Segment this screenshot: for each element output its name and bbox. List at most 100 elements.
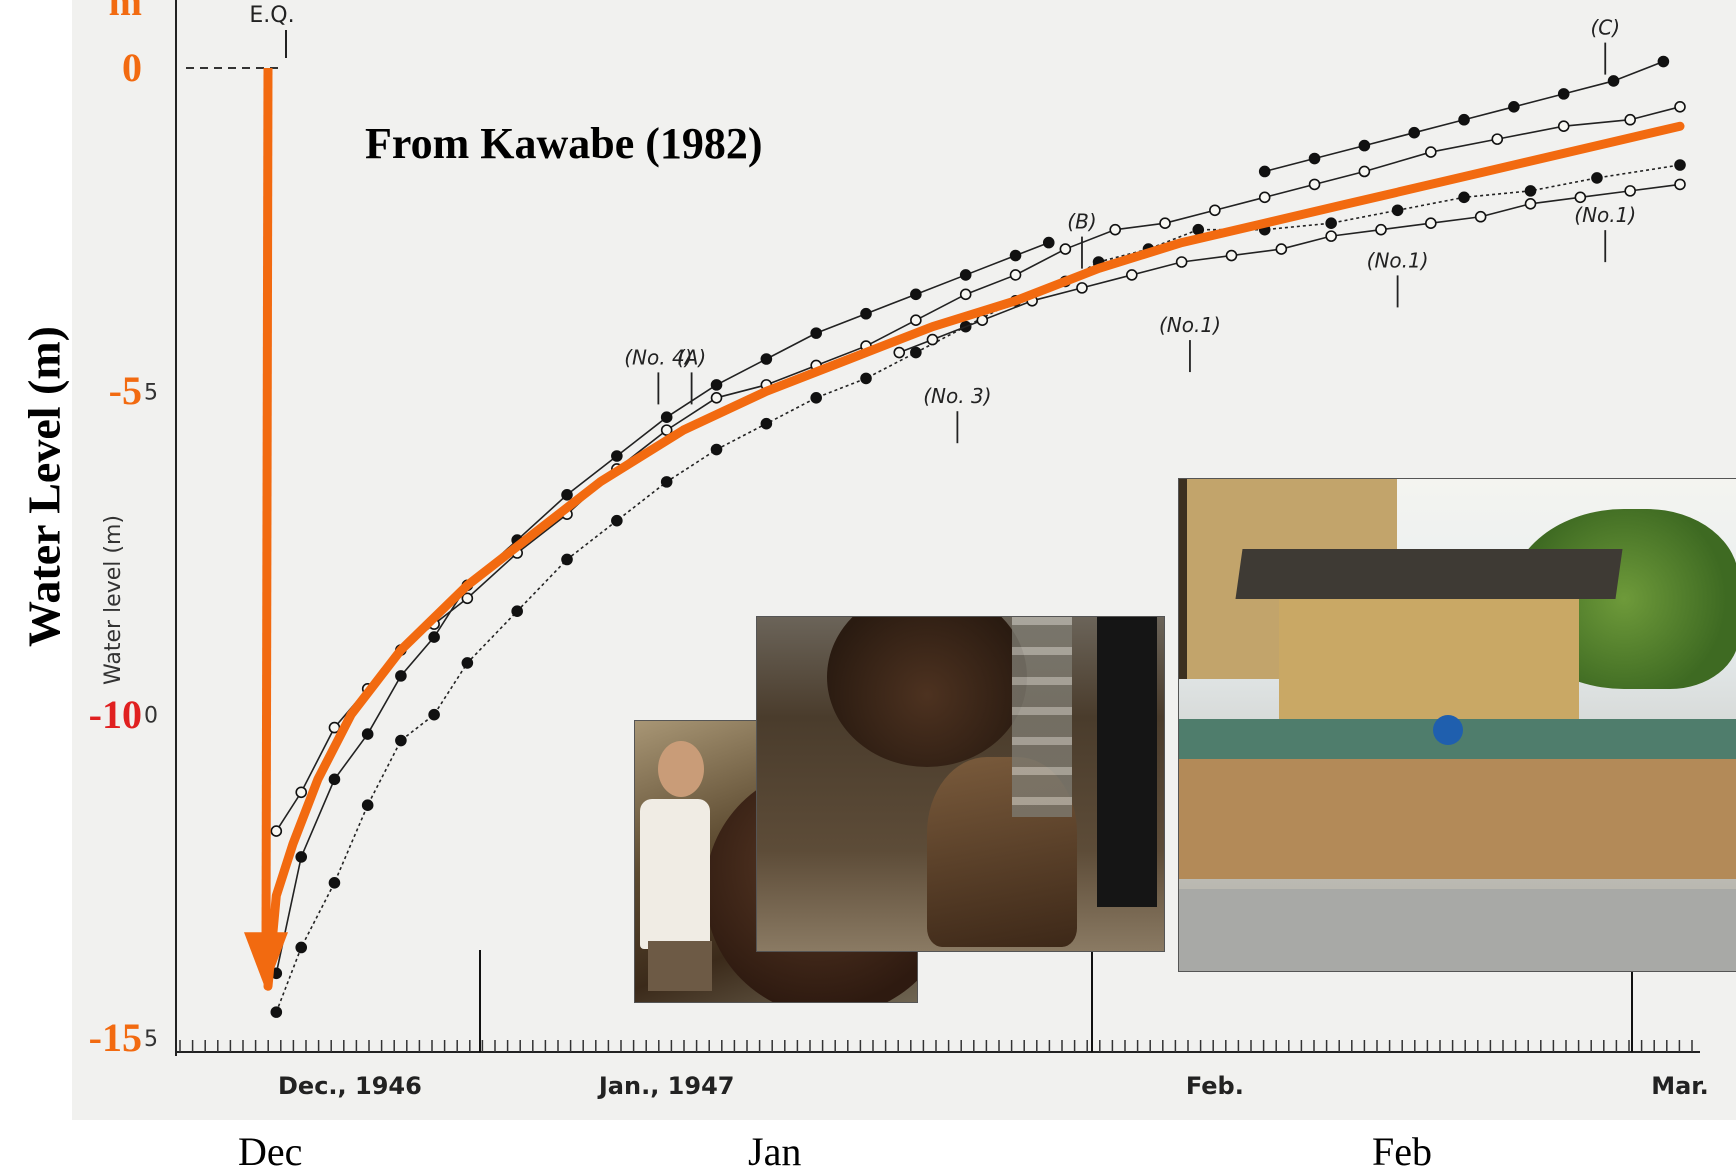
data-point bbox=[1674, 101, 1686, 113]
building-lower bbox=[1179, 759, 1736, 879]
data-point bbox=[1159, 217, 1171, 229]
data-point bbox=[660, 476, 673, 488]
data-point bbox=[1591, 172, 1603, 184]
data-point bbox=[1275, 243, 1288, 255]
data-point bbox=[270, 825, 283, 837]
data-point bbox=[959, 288, 972, 301]
data-point bbox=[1042, 236, 1055, 249]
y-tick-label: -10 bbox=[88, 691, 142, 737]
data-point bbox=[710, 391, 723, 404]
data-point bbox=[611, 450, 623, 462]
photo-dogo-onsen bbox=[1178, 478, 1736, 972]
x-tick-label: Jan bbox=[748, 1129, 802, 1174]
inner-x-tick-label: Dec., 1946 bbox=[278, 1072, 422, 1100]
person-legs bbox=[1097, 617, 1157, 907]
data-point bbox=[561, 553, 573, 566]
data-point bbox=[910, 314, 922, 327]
data-point bbox=[295, 786, 308, 799]
photo-wooden-well bbox=[756, 616, 1165, 952]
inner-y-tick-label: 0 bbox=[144, 704, 158, 729]
data-point bbox=[1458, 113, 1470, 126]
data-point bbox=[511, 605, 523, 618]
marker-label: (No. 3) bbox=[923, 384, 991, 408]
man-figure bbox=[640, 741, 712, 991]
data-point bbox=[1524, 198, 1537, 210]
data-point bbox=[810, 327, 822, 339]
inner-x-tick-label: Jan., 1947 bbox=[597, 1072, 735, 1100]
data-point bbox=[1258, 165, 1271, 178]
data-point bbox=[1557, 88, 1570, 100]
data-point bbox=[1109, 223, 1121, 236]
data-point bbox=[395, 734, 407, 747]
data-point bbox=[1225, 249, 1238, 262]
data-point bbox=[428, 631, 440, 643]
data-point bbox=[1192, 223, 1205, 236]
data-point bbox=[1375, 223, 1387, 236]
inner-x-tick-label: Mar. bbox=[1651, 1072, 1709, 1100]
street bbox=[1179, 889, 1736, 971]
data-point bbox=[295, 851, 308, 863]
data-point bbox=[1524, 185, 1537, 197]
data-point bbox=[1391, 204, 1404, 217]
inner-y-axis-label: Water level (m) bbox=[101, 515, 126, 685]
eq-label: E.Q. bbox=[249, 3, 294, 28]
marker-label: (No.1) bbox=[1574, 203, 1636, 227]
data-point bbox=[1657, 55, 1670, 68]
data-point bbox=[1624, 113, 1636, 126]
data-point bbox=[893, 346, 906, 359]
marker-label: (B) bbox=[1067, 210, 1096, 234]
data-point bbox=[1308, 152, 1321, 165]
data-point bbox=[1474, 210, 1487, 223]
data-point bbox=[760, 417, 773, 430]
data-point bbox=[660, 424, 673, 436]
y-unit-label: m bbox=[108, 0, 142, 24]
series-line bbox=[898, 183, 1681, 354]
marker-label: (No.1) bbox=[1367, 248, 1429, 272]
inner-y-tick-label: 5 bbox=[144, 1027, 158, 1052]
inner-x-tick-label: Feb. bbox=[1186, 1072, 1244, 1100]
data-point bbox=[1175, 256, 1188, 268]
data-point bbox=[361, 728, 374, 740]
data-point bbox=[1059, 243, 1072, 255]
data-point bbox=[1557, 120, 1570, 132]
data-point bbox=[295, 941, 308, 954]
trend-arrowhead bbox=[244, 932, 288, 991]
data-point bbox=[1674, 159, 1686, 171]
data-point bbox=[1408, 126, 1421, 139]
data-point bbox=[1009, 249, 1022, 262]
marker-label: (No.1) bbox=[1159, 313, 1221, 337]
data-point bbox=[1209, 204, 1221, 217]
y-tick-label: 0 bbox=[122, 45, 142, 90]
data-point bbox=[1358, 165, 1371, 178]
data-point bbox=[395, 670, 407, 682]
data-point bbox=[1574, 191, 1587, 204]
source-annotation: From Kawabe (1982) bbox=[365, 119, 763, 168]
y-tick-label: -5 bbox=[108, 368, 142, 414]
data-point bbox=[1126, 269, 1138, 281]
data-point bbox=[1607, 75, 1620, 87]
data-point bbox=[860, 307, 872, 320]
data-point bbox=[328, 773, 341, 786]
data-point bbox=[860, 372, 872, 385]
data-point bbox=[959, 269, 972, 281]
marker-label: (A) bbox=[677, 345, 706, 369]
data-point bbox=[561, 488, 573, 501]
inner-y-tick-label: 5 bbox=[144, 380, 158, 405]
data-point bbox=[1009, 269, 1022, 281]
data-point bbox=[1425, 146, 1437, 158]
data-point bbox=[660, 411, 673, 424]
data-point bbox=[760, 353, 773, 365]
sign-icon bbox=[1433, 715, 1463, 745]
data-point bbox=[461, 592, 474, 605]
roof-main bbox=[1235, 549, 1623, 599]
data-point bbox=[1358, 139, 1371, 152]
data-point bbox=[910, 288, 922, 301]
y-tick-label: -15 bbox=[88, 1015, 142, 1060]
data-point bbox=[1674, 178, 1686, 191]
data-point bbox=[1425, 217, 1437, 229]
data-point bbox=[1624, 185, 1636, 197]
data-point bbox=[611, 514, 623, 527]
trend-drop-line bbox=[261, 67, 273, 943]
